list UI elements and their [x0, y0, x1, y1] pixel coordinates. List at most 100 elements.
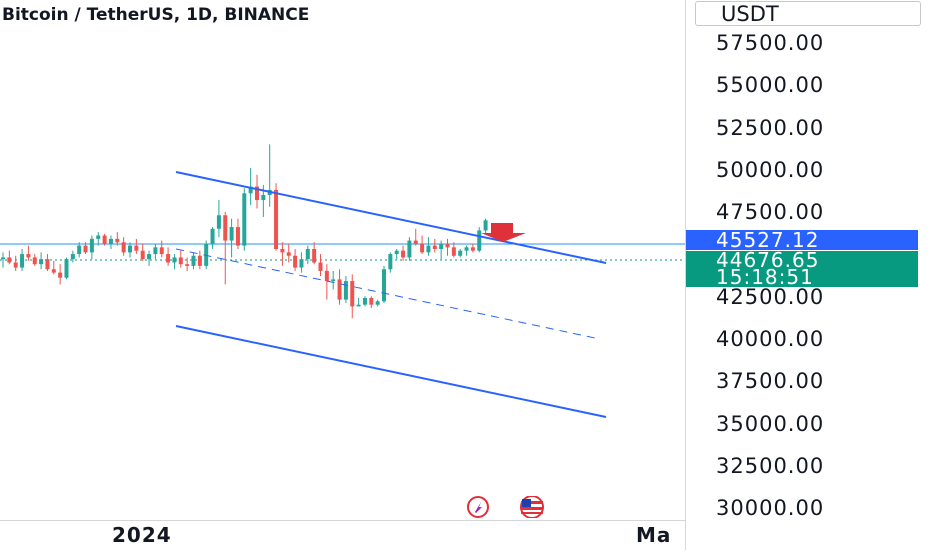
candle-up — [77, 245, 82, 255]
price-chart[interactable]: Bitcoin / TetherUS, 1D, BINANCE — [0, 0, 685, 520]
candle-up — [407, 240, 412, 258]
candle-up — [89, 238, 94, 253]
candle-up — [248, 186, 253, 194]
price-tick: 47500.00 — [716, 200, 825, 224]
current-price-badge: 44676.65 15:18:51 — [686, 248, 918, 289]
candle-up — [343, 281, 348, 300]
candle-up — [375, 301, 380, 305]
candle-up — [96, 235, 101, 239]
chart-title: Bitcoin / TetherUS, 1D, BINANCE — [2, 5, 309, 25]
candle-up — [64, 259, 69, 278]
candle-down — [121, 242, 126, 253]
candle-up — [388, 254, 393, 270]
candle-up — [147, 254, 152, 260]
price-tick: 42500.00 — [716, 285, 825, 309]
candle-down — [401, 250, 406, 258]
candle-down — [58, 272, 63, 278]
candle-down — [293, 255, 298, 268]
candle-down — [7, 257, 12, 263]
candle-down — [51, 269, 56, 273]
candle-down — [280, 249, 285, 253]
price-axis[interactable]: USDT 57500.00 55000.00 52500.00 50000.00… — [685, 0, 932, 550]
tradingview-logo-icon — [467, 496, 489, 518]
candle-up — [426, 245, 431, 253]
time-label-2024: 2024 — [112, 523, 172, 547]
candle-down — [102, 235, 107, 244]
level-price-badge: 45527.12 — [686, 230, 918, 250]
candle-down — [166, 254, 171, 263]
price-tick: 57500.00 — [716, 31, 825, 55]
channel-upper-line[interactable] — [175, 171, 607, 264]
candle-down — [318, 262, 323, 271]
down-arrow-icon[interactable] — [481, 223, 526, 242]
candle-up — [216, 215, 221, 229]
candle-down — [274, 189, 279, 249]
candle-up — [153, 247, 158, 255]
candle-up — [458, 250, 463, 256]
candle-down — [350, 281, 355, 307]
price-tick: 50000.00 — [716, 158, 825, 182]
price-tick: 40000.00 — [716, 327, 825, 351]
candle-down — [312, 249, 317, 263]
time-axis[interactable]: 2024 Ma — [0, 520, 685, 550]
candle-down — [140, 250, 145, 260]
time-label-mar: Ma — [636, 523, 672, 547]
candle-up — [464, 247, 469, 251]
candle-down — [445, 243, 450, 248]
candle-up — [20, 254, 25, 268]
candle-up — [172, 257, 177, 263]
candle-down — [286, 252, 291, 256]
candle-down — [470, 247, 475, 251]
candle-down — [451, 247, 456, 256]
candle-down — [45, 259, 50, 270]
price-tick: 32500.00 — [716, 454, 825, 478]
channel-lower-line[interactable] — [175, 325, 607, 418]
price-tick: 30000.00 — [716, 496, 825, 520]
candle-down — [197, 255, 202, 266]
candle-up — [261, 195, 266, 201]
candle-down — [83, 245, 88, 253]
candle-down — [178, 257, 183, 265]
candle-up — [191, 255, 196, 266]
candle-down — [223, 215, 228, 241]
candle-up — [362, 297, 367, 305]
candle-up — [108, 238, 113, 244]
candle-up — [356, 304, 361, 307]
candle-down — [32, 257, 37, 265]
candle-up — [39, 259, 44, 265]
candles-group — [1, 144, 488, 319]
candle-down — [159, 247, 164, 255]
candle-down — [369, 297, 374, 305]
candle-up — [1, 257, 5, 260]
candle-up — [210, 228, 215, 244]
candle-down — [337, 279, 342, 300]
candle-up — [70, 254, 75, 260]
price-tick: 55000.00 — [716, 73, 825, 97]
candle-up — [483, 220, 488, 231]
candle-countdown: 15:18:51 — [716, 265, 814, 289]
candle-up — [439, 243, 444, 249]
us-flag-icon — [520, 495, 544, 519]
candle-up — [394, 250, 399, 255]
candle-down — [255, 186, 259, 201]
candle-up — [305, 249, 310, 260]
price-tick: 52500.00 — [716, 116, 825, 140]
candle-down — [413, 240, 418, 244]
candle-up — [382, 269, 386, 302]
candle-down — [324, 270, 329, 282]
candle-down — [420, 243, 425, 253]
current-price-value: 44676.65 — [716, 248, 820, 272]
price-tick: 37500.00 — [716, 369, 825, 393]
candle-up — [299, 259, 304, 268]
candle-up — [242, 193, 247, 246]
candle-up — [229, 227, 234, 241]
candle-down — [13, 262, 18, 268]
currency-selector[interactable]: USDT — [695, 1, 921, 26]
candle-up — [128, 245, 132, 253]
candle-down — [235, 227, 240, 246]
candle-up — [331, 279, 336, 282]
channel-median-line[interactable] — [175, 248, 596, 339]
candle-up — [477, 230, 482, 251]
price-tick: 35000.00 — [716, 412, 825, 436]
candle-down — [185, 264, 190, 266]
